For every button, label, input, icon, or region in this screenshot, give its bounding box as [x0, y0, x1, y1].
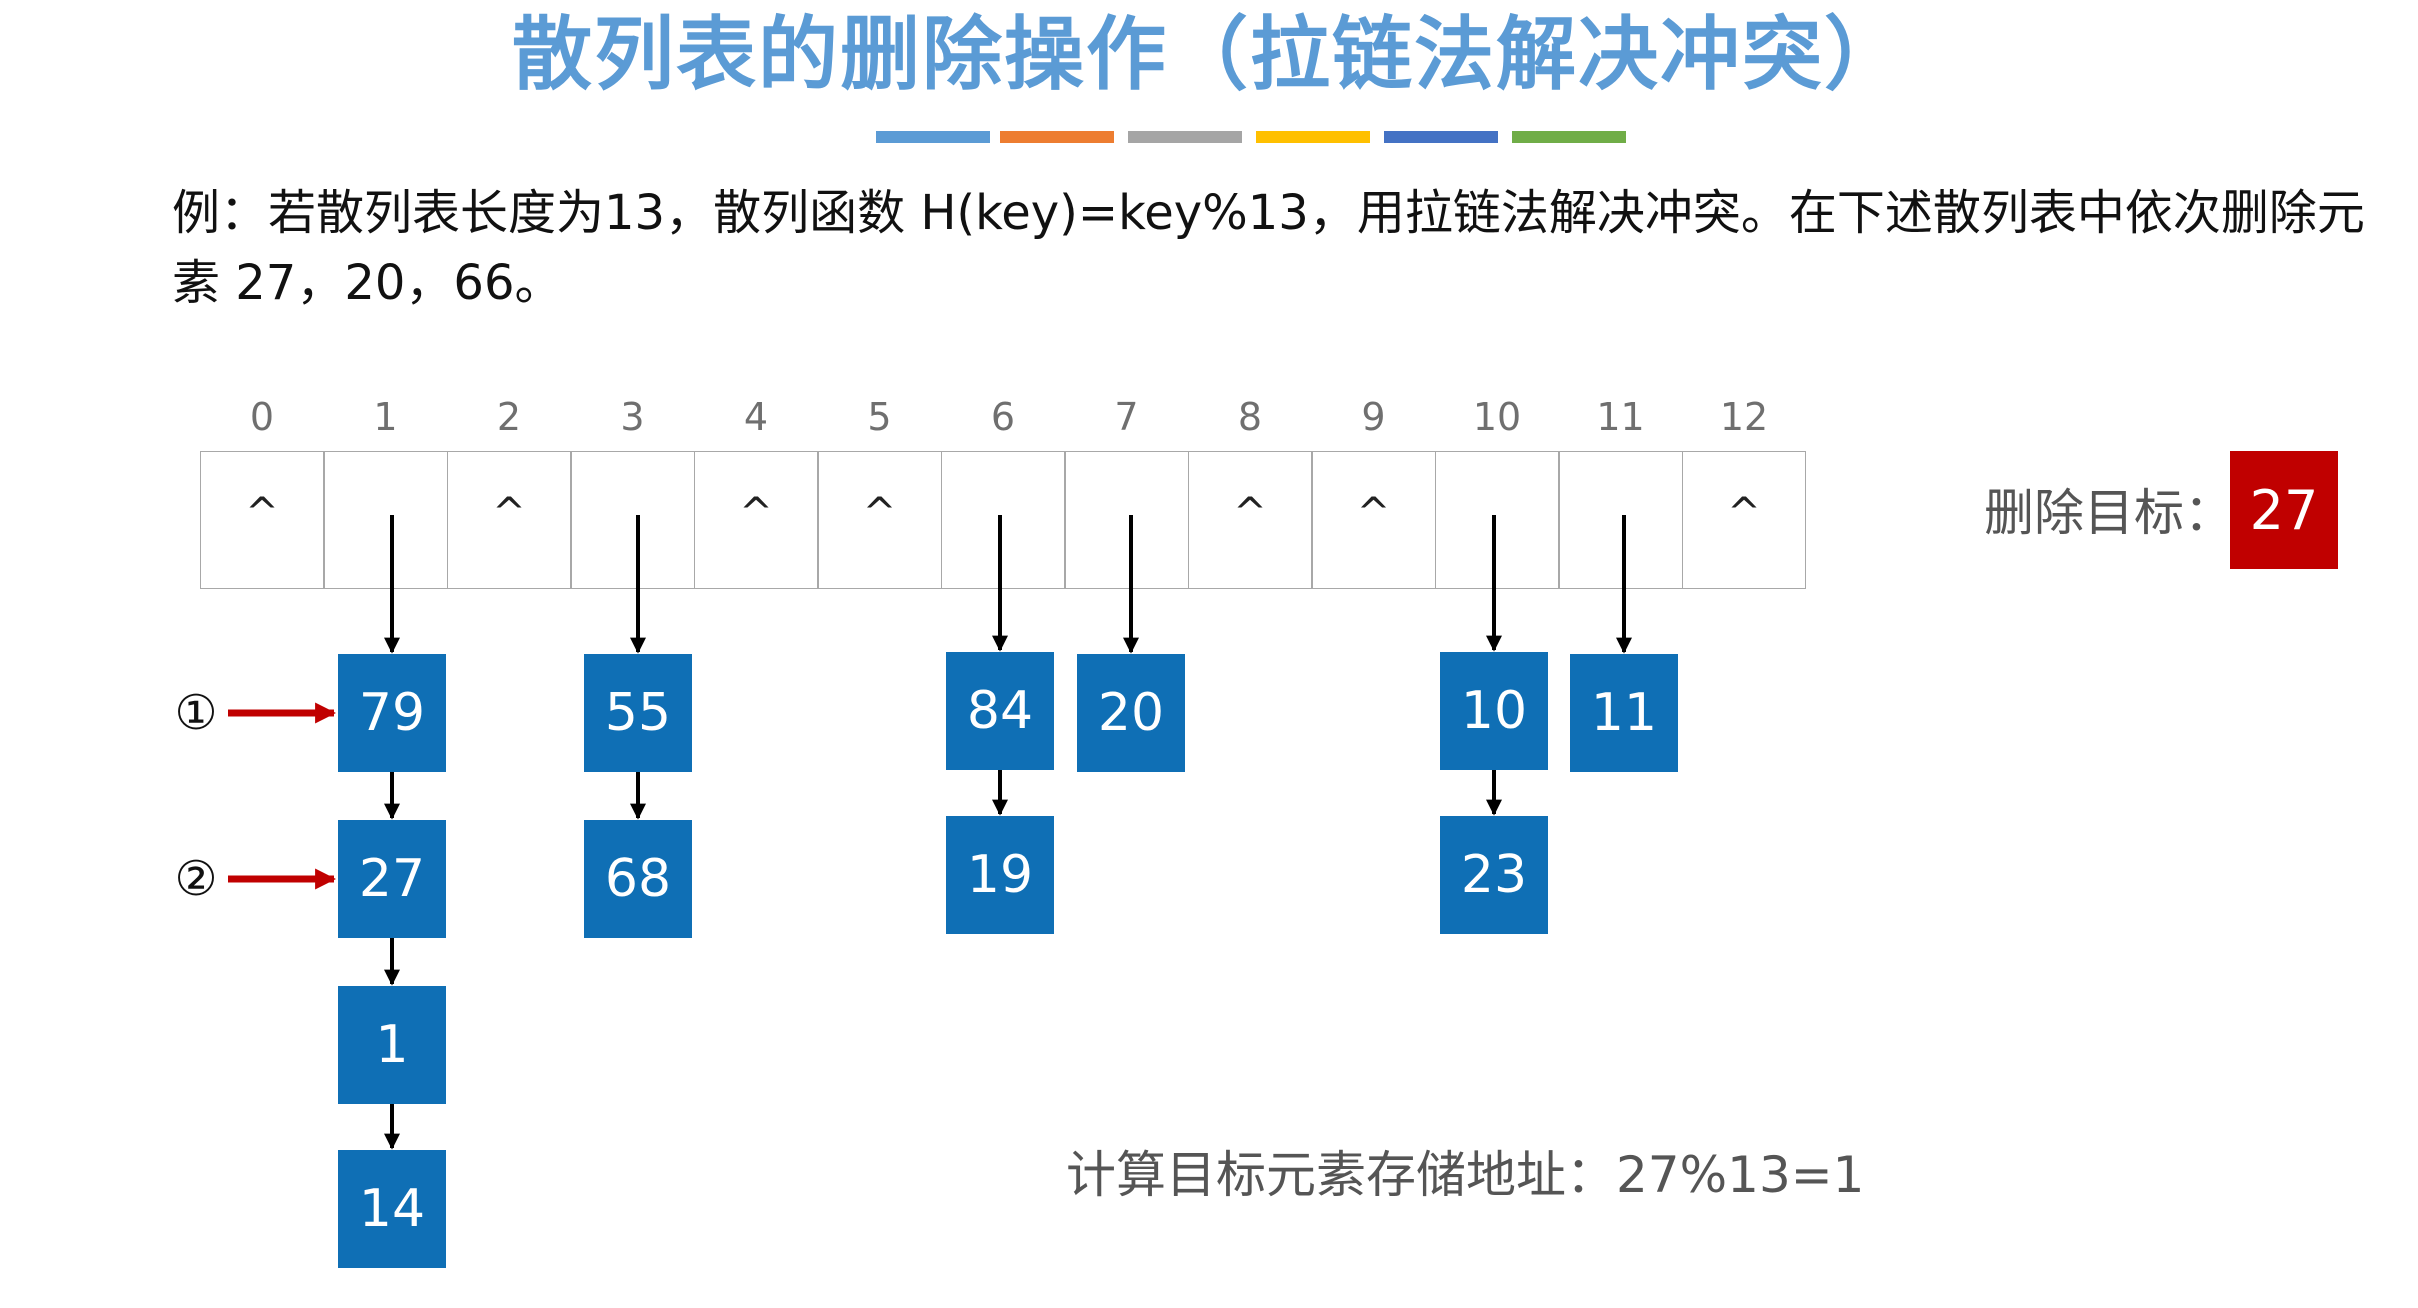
chain-node: 79 [338, 654, 446, 772]
slot-index-label: 7 [1114, 395, 1139, 439]
slot-index-label: 8 [1237, 395, 1263, 439]
title-color-bar [1128, 131, 1242, 143]
null-pointer-symbol: ^ [862, 490, 897, 536]
slot-index-label: 12 [1719, 395, 1769, 439]
null-pointer-symbol: ^ [1356, 490, 1391, 536]
step-marker: ② [174, 851, 218, 907]
chain-node: 55 [584, 654, 692, 772]
title-color-bar [1256, 131, 1370, 143]
slot-index-label: 0 [249, 395, 275, 439]
delete-target-value: 27 [2230, 451, 2338, 569]
chain-node: 10 [1440, 652, 1548, 770]
title-color-bar [1384, 131, 1498, 143]
slot-index-label: 5 [867, 395, 892, 439]
problem-line-1: 例：若散列表长度为13，散列函数 H(key)=key%13，用拉链法解决冲突。… [172, 185, 2365, 241]
chain-node: 27 [338, 820, 446, 938]
hash-slot-12 [1682, 451, 1806, 589]
null-pointer-symbol: ^ [492, 490, 526, 536]
hash-slot-0 [200, 451, 324, 589]
chain-node: 68 [584, 820, 692, 938]
hash-slot-9 [1311, 451, 1436, 589]
null-pointer-symbol: ^ [739, 490, 773, 536]
chain-node: 23 [1440, 816, 1548, 934]
null-pointer-symbol: ^ [245, 490, 279, 536]
title-color-bar [1000, 131, 1114, 143]
problem-statement: 例：若散列表长度为13，散列函数 H(key)=key%13，用拉链法解决冲突。… [172, 178, 2372, 318]
slot-index-label: 6 [990, 395, 1016, 439]
chain-node: 84 [946, 652, 1054, 770]
hash-slot-5 [817, 451, 942, 589]
chain-node: 14 [338, 1150, 446, 1268]
address-calculation: 计算目标元素存储地址：27%13=1 [1066, 1146, 1865, 1204]
slot-index-label: 10 [1472, 395, 1522, 439]
chain-node: 1 [338, 986, 446, 1104]
slot-index-label: 3 [620, 395, 645, 439]
hash-slot-6 [941, 451, 1065, 589]
page-title: 散列表的删除操作（拉链法解决冲突） [512, 8, 1906, 101]
hash-slot-4 [694, 451, 818, 589]
title-color-bar [1512, 131, 1626, 143]
hash-slot-1 [323, 451, 448, 589]
slot-index-label: 11 [1596, 395, 1645, 439]
slot-index-label: 1 [373, 395, 398, 439]
null-pointer-symbol: ^ [1233, 490, 1267, 536]
slot-index-label: 2 [496, 395, 522, 439]
delete-target-label: 删除目标： [1984, 484, 2234, 542]
hash-slot-11 [1558, 451, 1683, 589]
step-marker: ① [174, 685, 218, 741]
chain-node: 19 [946, 816, 1054, 934]
null-pointer-symbol: ^ [1727, 490, 1761, 536]
hash-slot-2 [447, 451, 571, 589]
slot-index-label: 4 [743, 395, 769, 439]
chain-node: 11 [1570, 654, 1678, 772]
hash-slot-10 [1435, 451, 1559, 589]
chain-node: 20 [1077, 654, 1185, 772]
title-color-bar [876, 131, 990, 143]
slot-index-label: 9 [1361, 395, 1386, 439]
problem-line-2: 素 27，20，66。 [172, 255, 563, 311]
